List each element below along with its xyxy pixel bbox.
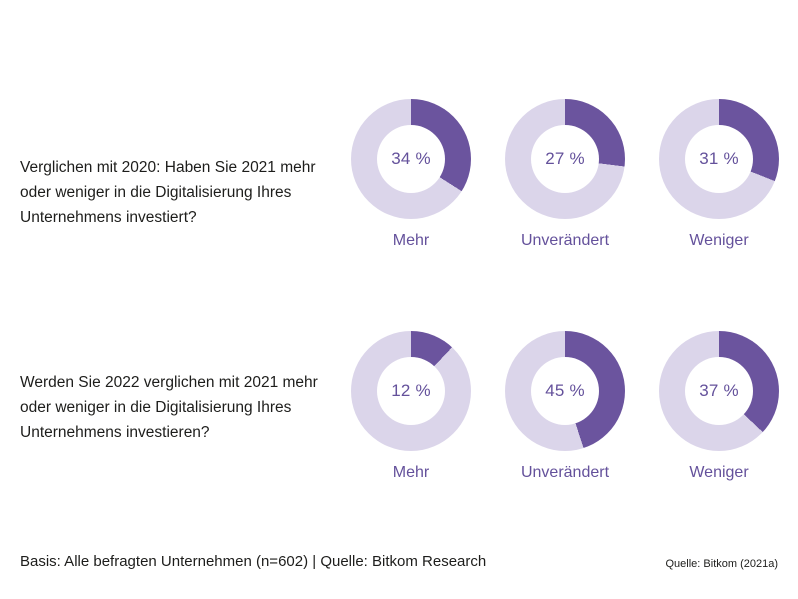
donut-chart: 27 % xyxy=(505,99,625,219)
donut-hole: 37 % xyxy=(685,357,753,425)
donut-chart: 45 % xyxy=(505,331,625,451)
donut-hole: 45 % xyxy=(531,357,599,425)
donut-label: Unverändert xyxy=(520,232,610,249)
donut-label: Mehr xyxy=(392,232,430,249)
bitkom-source-note: Quelle: Bitkom (2021a) xyxy=(665,558,779,570)
donut-chart: 31 % xyxy=(659,99,779,219)
donut-2022-unveraendert: 45 % Unverändert xyxy=(505,331,625,481)
donut-hole: 34 % xyxy=(377,125,445,193)
donut-label: Weniger xyxy=(689,232,749,249)
basis-source-note: Basis: Alle befragten Unternehmen (n=602… xyxy=(20,553,487,570)
donut-value: 37 % xyxy=(699,381,739,400)
donut-value: 27 % xyxy=(545,149,585,168)
donut-2021-unveraendert: 27 % Unverändert xyxy=(505,99,625,249)
donut-value: 45 % xyxy=(545,381,585,400)
donut-2022-mehr: 12 % Mehr xyxy=(351,331,471,481)
donut-chart: 12 % xyxy=(351,331,471,451)
question-text-2022: Werden Sie 2022 verglichen mit 2021 mehr… xyxy=(20,373,318,441)
donut-chart: 37 % xyxy=(659,331,779,451)
donut-label: Unverändert xyxy=(520,464,610,481)
donut-value: 31 % xyxy=(699,149,739,168)
donut-value: 34 % xyxy=(391,149,431,168)
donut-hole: 12 % xyxy=(377,357,445,425)
donut-2022-weniger: 37 % Weniger xyxy=(659,331,779,481)
donut-2021-weniger: 31 % Weniger xyxy=(659,99,779,249)
donut-label: Mehr xyxy=(392,464,430,481)
donut-hole: 31 % xyxy=(685,125,753,193)
question-text-2021: Verglichen mit 2020: Haben Sie 2021 mehr… xyxy=(20,158,316,226)
donut-label: Weniger xyxy=(689,464,749,481)
donut-chart: 34 % xyxy=(351,99,471,219)
donut-hole: 27 % xyxy=(531,125,599,193)
donut-value: 12 % xyxy=(391,381,431,400)
donut-2021-mehr: 34 % Mehr xyxy=(351,99,471,249)
